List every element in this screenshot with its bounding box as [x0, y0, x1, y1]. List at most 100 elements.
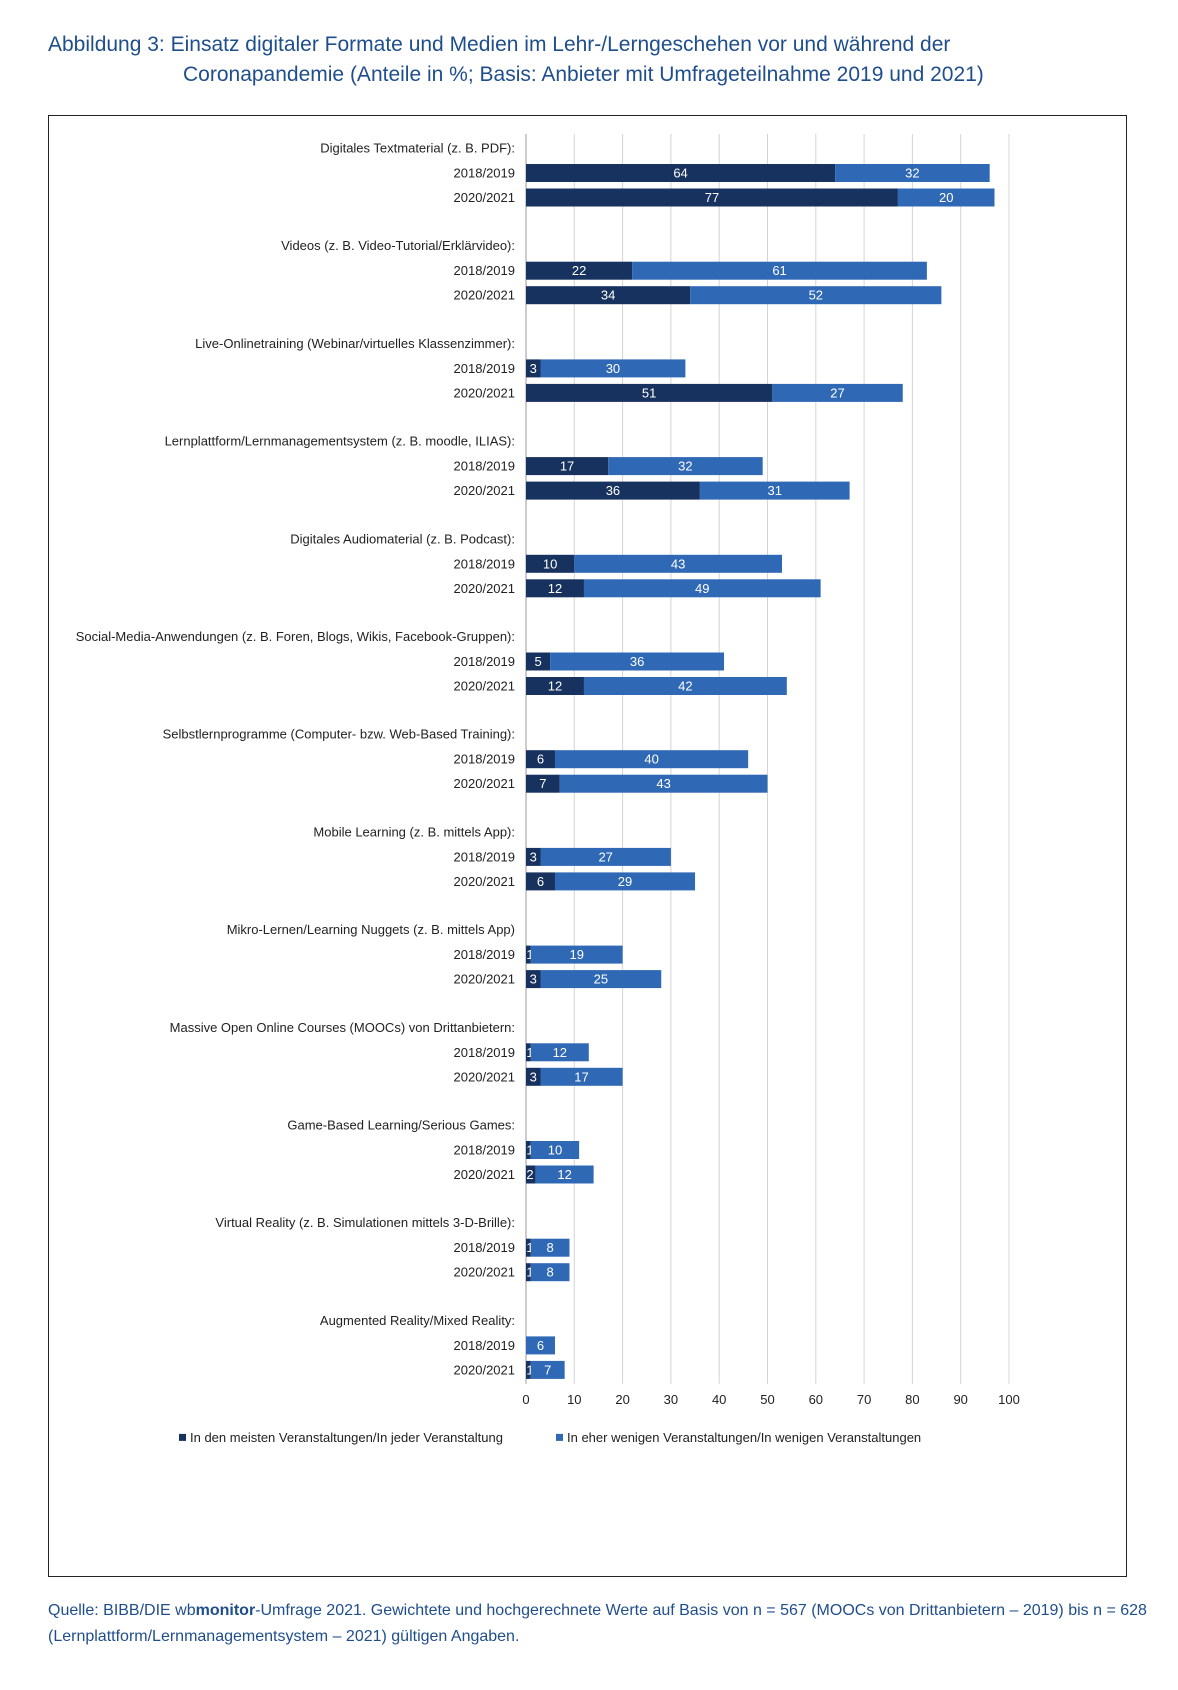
data-label: 2 [526, 1167, 533, 1182]
legend-label-series-2: In eher wenigen Veranstaltungen/In wenig… [567, 1430, 921, 1445]
category-label: Augmented Reality/Mixed Reality: [320, 1313, 515, 1328]
chart-frame: 0 10 20 30 40 50 60 70 80 90 100 Digitales Textmate… [48, 115, 1127, 1577]
data-label: 31 [768, 483, 782, 498]
bar-segment [530, 1043, 589, 1062]
bar-segment [897, 188, 995, 207]
data-label: 12 [548, 679, 562, 694]
data-label: 6 [537, 1338, 544, 1353]
x-tick-label: 20 [615, 1392, 629, 1407]
bar-segment [772, 383, 903, 402]
data-label: 51 [642, 385, 656, 400]
year-label: 2020/2021 [454, 288, 515, 303]
data-label: 12 [548, 581, 562, 596]
x-tick-label: 60 [809, 1392, 823, 1407]
data-label: 36 [606, 483, 620, 498]
bar-segment [530, 1141, 580, 1159]
data-label: 5 [534, 654, 541, 669]
bar-segment [526, 872, 555, 891]
bar-segment [526, 750, 555, 769]
bar-segment [583, 677, 787, 695]
x-tick-label: 40 [712, 1392, 726, 1407]
year-label: 2018/2019 [454, 1143, 515, 1158]
data-label: 52 [809, 288, 823, 303]
year-label: 2018/2019 [454, 752, 515, 767]
x-tick-label: 0 [522, 1392, 529, 1407]
data-label: 43 [656, 776, 670, 791]
bar-segment [554, 750, 749, 769]
year-label: 2020/2021 [454, 1265, 515, 1280]
data-label: 43 [671, 556, 685, 571]
year-label: 2020/2021 [454, 776, 515, 791]
category-label: Social-Media-Anwendungen (z. B. Foren, B… [76, 629, 515, 644]
bar-segment [699, 481, 850, 500]
source-note: Quelle: BIBB/DIE wbmonitor-Umfrage 2021.… [48, 1598, 1158, 1650]
year-label: 2020/2021 [454, 1362, 515, 1377]
bar-segment [535, 1165, 594, 1184]
data-label: 10 [548, 1143, 562, 1158]
bar-segment [526, 1336, 555, 1355]
year-label: 2020/2021 [454, 1167, 515, 1182]
data-label: 22 [572, 263, 586, 278]
data-label: 61 [772, 263, 786, 278]
data-label: 77 [705, 190, 719, 205]
year-label: 2018/2019 [454, 1338, 515, 1353]
data-label: 27 [598, 849, 612, 864]
bar-segment [526, 286, 691, 305]
bar-segment [526, 847, 541, 866]
bar-segment [526, 164, 836, 182]
bar-segment [540, 1067, 623, 1086]
data-label: 34 [601, 288, 615, 303]
figure-title-line-1: Abbildung 3: Einsatz digitaler Formate u… [48, 33, 951, 56]
year-label: 2018/2019 [454, 556, 515, 571]
year-label: 2020/2021 [454, 874, 515, 889]
year-label: 2020/2021 [454, 1069, 515, 1084]
bar-segment [530, 945, 623, 964]
bar-segment [559, 774, 768, 793]
legend-label-series-1: In den meisten Veranstaltungen/In jeder … [190, 1430, 503, 1445]
bar-segment [526, 359, 541, 378]
x-tick-label: 90 [953, 1392, 967, 1407]
data-label: 36 [630, 654, 644, 669]
data-label: 42 [678, 679, 692, 694]
data-label: 64 [673, 166, 687, 181]
data-label: 7 [539, 776, 546, 791]
year-label: 2018/2019 [454, 1240, 515, 1255]
data-label: 3 [530, 849, 537, 864]
data-label: 1 [526, 1240, 533, 1255]
year-label: 2020/2021 [454, 679, 515, 694]
year-label: 2020/2021 [454, 483, 515, 498]
data-label: 6 [537, 874, 544, 889]
bar-segment [530, 1238, 570, 1257]
x-tick-label: 10 [567, 1392, 581, 1407]
x-tick-label: 50 [760, 1392, 774, 1407]
category-label: Mikro-Lernen/Learning Nuggets (z. B. mit… [227, 922, 515, 937]
bar-segment [550, 652, 725, 671]
bar-segment [690, 286, 942, 305]
category-label: Videos (z. B. Video-Tutorial/Erklärvideo… [281, 238, 515, 253]
figure-title-line-2: Coronapandemie (Anteile in %; Basis: Anb… [183, 63, 984, 86]
data-label: 40 [644, 752, 658, 767]
bar-segment [632, 261, 927, 280]
source-text: -Umfrage 2021. Gewichtete und hochgerech… [48, 1602, 1147, 1645]
bar-segment [526, 1165, 536, 1184]
category-label: Lernplattform/Lernmanagementsystem (z. B… [165, 434, 515, 449]
bar-segment [526, 579, 584, 598]
year-label: 2018/2019 [454, 166, 515, 181]
year-label: 2018/2019 [454, 361, 515, 376]
data-label: 49 [695, 581, 709, 596]
data-label: 19 [569, 947, 583, 962]
bar-segment [554, 872, 696, 891]
year-label: 2020/2021 [454, 581, 515, 596]
data-label: 8 [547, 1240, 554, 1255]
bar-segment [526, 554, 575, 573]
data-label: 1 [526, 1265, 533, 1280]
data-label: 27 [830, 385, 844, 400]
bar-segment [526, 1141, 531, 1159]
x-tick-label: 80 [905, 1392, 919, 1407]
category-label: Mobile Learning (z. B. mittels App): [313, 824, 515, 839]
category-label: Digitales Textmaterial (z. B. PDF): [320, 141, 515, 156]
data-label: 12 [553, 1045, 567, 1060]
bar-segment [530, 1360, 565, 1379]
data-label: 17 [560, 459, 574, 474]
bar-segment [540, 970, 662, 989]
